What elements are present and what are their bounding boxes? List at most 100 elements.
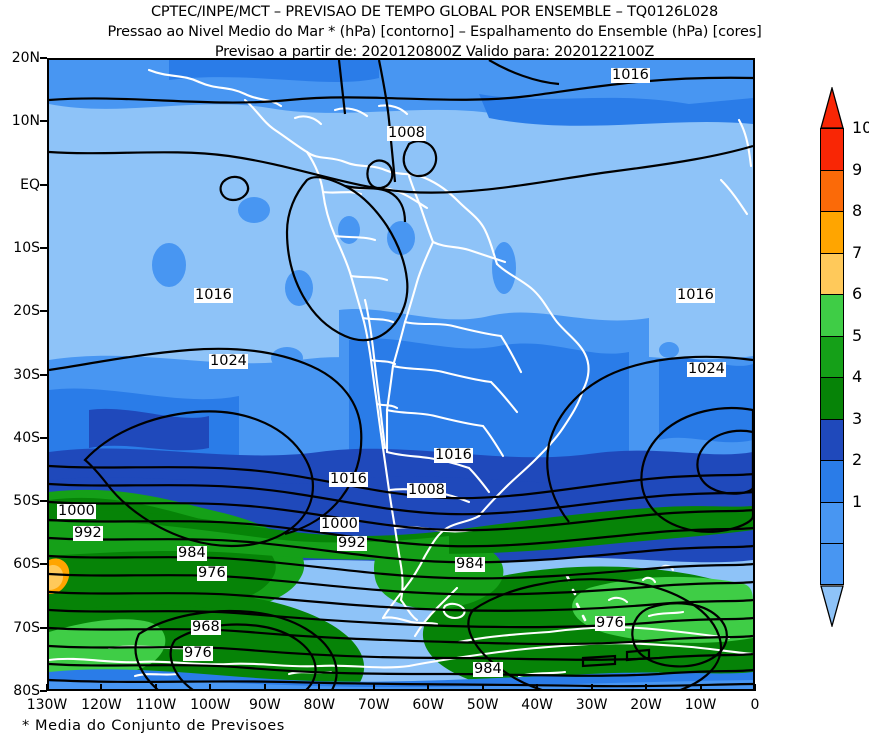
xtick-label: 90W (249, 697, 281, 713)
contour-label: 976 (183, 645, 213, 661)
ytick-mark (40, 183, 47, 186)
contour-label: 1016 (611, 67, 650, 83)
xtick-label: 70W (357, 697, 390, 713)
colorbar-tick-label: 2 (852, 450, 863, 469)
ytick-mark (40, 373, 47, 376)
colorbar-band (820, 377, 844, 419)
colorbar-band (820, 128, 844, 170)
ytick-label: 60S (13, 556, 40, 573)
xtick-label: 130W (26, 697, 68, 713)
xtick-mark (699, 684, 702, 691)
xtick-label: 120W (81, 697, 122, 713)
contour-label: 976 (595, 615, 625, 631)
contour-label: 1016 (676, 287, 715, 303)
ytick-label: 30S (13, 366, 40, 383)
colorbar-band (820, 418, 844, 460)
colorbar-tick-label: 1 (852, 491, 863, 511)
colorbar-tick-label: 6 (852, 284, 863, 303)
ytick-label: 40S (13, 429, 40, 446)
xtick-label: 110W (135, 697, 177, 713)
contour-label: 1016 (434, 447, 473, 463)
ytick-mark (40, 563, 47, 566)
contour-label: 1016 (329, 471, 368, 487)
colorbar-band (820, 294, 844, 336)
contour-label: 1024 (687, 361, 726, 377)
xtick-label: 40W (521, 697, 553, 713)
xtick-mark (100, 684, 103, 691)
xtick-mark (372, 684, 375, 691)
colorbar-band (820, 252, 844, 294)
xtick-mark (427, 684, 430, 691)
ytick-label: 10S (13, 239, 40, 256)
xtick-label: 10W (684, 697, 717, 713)
ytick-label: 10N (11, 113, 40, 130)
ytick-mark (40, 120, 47, 123)
map-canvas (49, 60, 753, 689)
colorbar-tick-label: 8 (852, 201, 863, 220)
colorbar-tick-label: 3 (852, 408, 863, 428)
contour-label: 1000 (57, 503, 96, 519)
xtick-mark (590, 684, 593, 691)
ytick-label: 20S (13, 303, 40, 320)
xtick-mark (209, 684, 212, 691)
map-plot-area[interactable]: 1016 1008 1016 1016 1024 1024 1016 1016 … (47, 58, 755, 691)
contour-label: 984 (455, 556, 485, 572)
xtick-label: 30W (575, 697, 608, 713)
colorbar-tick-label: 9 (852, 159, 863, 179)
ytick-mark (40, 436, 47, 439)
ytick-mark (40, 626, 47, 629)
xtick-label: 100W (190, 697, 231, 713)
xtick-label: 0 (750, 697, 760, 713)
colorbar-tick-label: 7 (852, 242, 863, 262)
xtick-mark (645, 684, 648, 691)
title-line-1: CPTEC/INPE/MCT – PREVISAO DE TEMPO GLOBA… (150, 4, 718, 20)
colorbar-band (820, 501, 844, 543)
ytick-label: EQ (20, 176, 40, 193)
contour-label: 968 (191, 619, 221, 635)
xtick-mark (481, 684, 484, 691)
contour-label: 984 (473, 661, 503, 677)
chart-title-block: CPTEC/INPE/MCT – PREVISAO DE TEMPO GLOBA… (0, 0, 869, 62)
xtick-mark (318, 684, 321, 691)
contour-label: 992 (73, 525, 103, 541)
colorbar-band (820, 211, 844, 253)
contour-label: 1008 (407, 482, 446, 498)
contour-label: 976 (197, 565, 227, 581)
contour-label: 1016 (194, 287, 233, 303)
xtick-mark (154, 684, 157, 691)
ytick-mark (40, 310, 47, 313)
colorbar-tick-label: 4 (852, 367, 863, 386)
contour-label: 984 (177, 545, 207, 561)
title-line-2: Pressao ao Nivel Medio do Mar * (hPa) [c… (107, 24, 762, 40)
ytick-mark (40, 57, 47, 59)
colorbar-band (820, 169, 844, 211)
contour-label: 992 (337, 535, 367, 551)
ytick-mark (40, 690, 47, 692)
xtick-label: 20W (630, 697, 662, 713)
ytick-label: 20N (11, 50, 40, 66)
xtick-mark (263, 684, 266, 691)
colorbar[interactable] (820, 85, 844, 627)
ytick-mark (40, 246, 47, 249)
ytick-label: 70S (13, 619, 40, 636)
xtick-mark (536, 684, 539, 691)
colorbar-band (820, 543, 844, 585)
colorbar-tick-label: 5 (852, 325, 863, 345)
xtick-mark (46, 684, 48, 691)
xtick-mark (754, 684, 756, 691)
colorbar-band (820, 335, 844, 377)
contour-label: 1008 (387, 125, 426, 141)
ytick-mark (40, 500, 47, 503)
colorbar-band (820, 460, 844, 502)
ytick-label: 50S (13, 493, 40, 510)
colorbar-cap-max (820, 85, 844, 129)
xtick-label: 60W (412, 697, 445, 713)
footnote: * Media do Conjunto de Previsoes (22, 718, 285, 734)
colorbar-tick-label: 10 (852, 118, 869, 137)
contour-label: 1024 (209, 353, 248, 369)
ytick-label: 80S (13, 683, 40, 699)
xtick-label: 50W (466, 697, 499, 713)
xtick-label: 80W (303, 697, 336, 713)
contour-label: 1000 (320, 516, 359, 532)
colorbar-cap-min (820, 584, 844, 627)
